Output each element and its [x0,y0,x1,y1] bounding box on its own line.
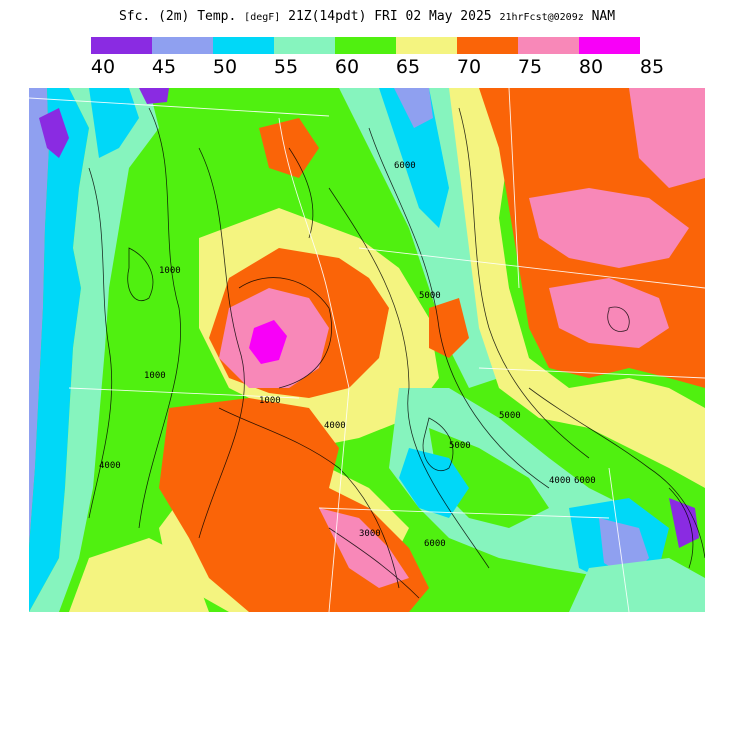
legend-tick-label: 65 [395,56,421,78]
contour-labels: 6000 5000 4000 4000 1000 1000 5000 4000 … [99,161,596,549]
cool-cyan-central [399,448,469,518]
rockies-periwinkle [394,88,433,128]
ocean-periwinkle [29,88,49,548]
contour-label: 6000 [424,539,446,549]
border-canada [29,97,330,117]
contour-label: 3000 [359,529,381,539]
cool-purple-se [669,498,699,548]
contour-line [528,387,705,559]
border-or-ca [68,387,300,399]
pink-south [319,508,409,588]
title-valid-time: 21Z(14pdt) FRI 02 May 2025 [288,9,492,24]
legend-swatch [518,37,579,54]
legend-swatch [335,37,396,54]
ocean-cyan [29,88,89,612]
legend-tick-label: 60 [334,56,360,78]
pink-plains-1 [529,188,689,268]
contour-line [368,127,550,489]
title-model: NAM [591,9,616,24]
legend-swatch [91,37,152,54]
border-wy-co [358,247,705,289]
color-legend [91,37,640,54]
magenta-core [249,320,287,364]
legend-tick-label: 50 [212,56,238,78]
contour-line [88,167,113,519]
orange-east-pocket [429,298,469,358]
contour-label: 1000 [259,396,281,406]
contour-line [198,147,245,539]
nw-purple [39,108,69,158]
contour-line [422,417,454,471]
border-nv-ut [328,387,350,612]
legend-swatch [396,37,457,54]
legend-tick-label: 70 [456,56,482,78]
contour-line [218,407,400,589]
contour-label: 4000 [549,476,571,486]
legend-swatch [274,37,335,54]
contour-label: 4000 [324,421,346,431]
border-ut-az [318,507,610,519]
border-nm [608,467,630,612]
contour-label: 1000 [159,266,181,276]
coast-aqua [29,88,159,612]
legend-swatch [152,37,213,54]
legend-swatch [457,37,518,54]
isotherm-contours [88,107,705,599]
contour-line [668,487,694,569]
legend-tick-label: 75 [517,56,543,78]
contour-line [328,527,420,599]
yellow-sw [69,538,209,612]
legend-ticks: 40 45 50 55 60 65 70 75 80 85 [0,56,734,80]
coast-cyan-inner [89,88,139,158]
contour-label: 5000 [449,441,471,451]
legend-tick-label: 80 [578,56,604,78]
legend-tick-label: 85 [639,56,665,78]
contour-label: 1000 [144,371,166,381]
rockies-cyan [379,88,449,228]
contour-line [127,247,154,301]
contour-line [288,147,314,239]
yellow-plains [449,88,705,488]
legend-swatch [579,37,640,54]
contour-line [138,107,181,529]
border-id-mt [278,117,350,389]
contour-line [238,277,332,389]
temperature-map: 6000 5000 4000 4000 1000 1000 5000 4000 … [29,88,705,612]
contour-label: 6000 [394,161,416,171]
contour-label: 6000 [574,476,596,486]
title-forecast: 21hrFcst@0209z [499,12,584,23]
title-units: [degF] [244,12,281,23]
contour-line [607,306,630,332]
pink-plains-2 [549,278,669,348]
contour-label: 5000 [499,411,521,421]
border-ne [508,88,520,289]
pink-plains-3 [629,88,705,188]
contour-line [328,187,490,569]
legend-swatch [213,37,274,54]
border-co-ks [478,367,705,379]
map-title: Sfc. (2m) Temp. [degF] 21Z(14pdt) FRI 02… [0,9,734,24]
contour-label: 5000 [419,291,441,301]
contour-label: 4000 [99,461,121,471]
title-main: Sfc. (2m) Temp. [118,9,237,24]
legend-tick-label: 40 [90,56,116,78]
cool-aqua-sw [569,558,705,612]
legend-tick-label: 45 [151,56,177,78]
contour-line [458,107,590,459]
political-borders [29,88,705,612]
nw-purple-2 [139,88,169,104]
legend-tick-label: 55 [273,56,299,78]
